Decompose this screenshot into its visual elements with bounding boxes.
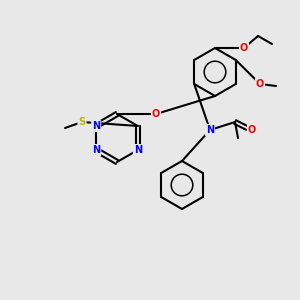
Text: O: O [152, 109, 160, 119]
Text: N: N [134, 145, 142, 155]
Text: O: O [248, 125, 256, 135]
Text: O: O [240, 43, 248, 53]
Text: N: N [206, 125, 214, 135]
Text: N: N [92, 121, 100, 131]
Text: S: S [78, 117, 85, 127]
Text: N: N [92, 145, 100, 155]
Text: O: O [256, 79, 264, 89]
